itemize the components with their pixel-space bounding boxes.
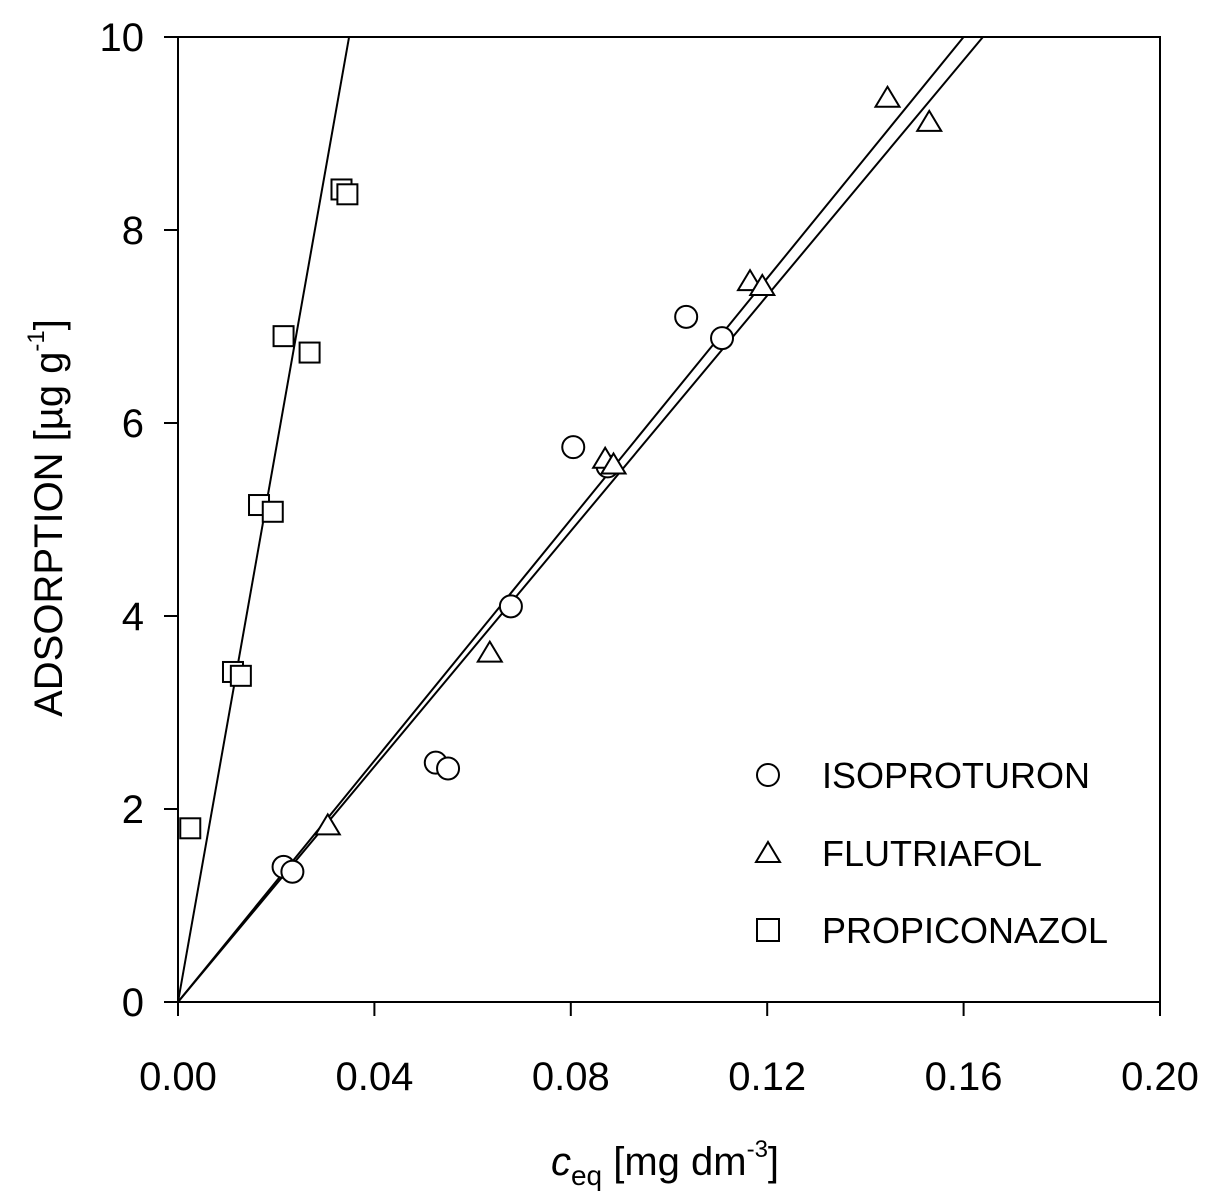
point-propiconazol [272, 325, 295, 348]
x-axis-ticks: 0.00 0.04 0.08 0.12 0.16 0.20 [139, 1002, 1199, 1099]
y-axis-title: ADSORPTION [µg g-1] [23, 319, 71, 717]
point-propiconazol [298, 341, 321, 364]
point-flutriafol [915, 108, 943, 132]
point-flutriafol [476, 639, 504, 663]
y-axis-ticks: 0 2 4 6 8 10 [100, 16, 178, 1025]
y-tick-label: 6 [122, 402, 144, 446]
legend-item-propiconazol: PROPICONAZOL [756, 910, 1108, 951]
point-propiconazol [179, 817, 202, 840]
fit-line-flutriafol [177, 36, 984, 1003]
point-isoproturon [674, 304, 699, 329]
legend-circle-marker [756, 763, 780, 787]
point-isoproturon [561, 435, 586, 460]
point-flutriafol [313, 812, 342, 836]
legend-item-flutriafol: FLUTRIAFOL [754, 833, 1042, 874]
y-tick-label: 8 [122, 209, 144, 253]
fit-line-isoproturon [177, 36, 965, 1003]
point-propiconazol [336, 183, 359, 206]
point-flutriafol [873, 84, 902, 108]
point-isoproturon [710, 326, 735, 351]
point-isoproturon [436, 756, 461, 781]
y-axis-title-text: ADSORPTION [µg g [27, 352, 71, 717]
point-isoproturon [498, 594, 523, 619]
point-flutriafol [748, 273, 777, 296]
x-axis-title-unit: [mg dm [602, 1140, 746, 1184]
point-propiconazol [261, 500, 284, 523]
point-propiconazol [229, 664, 252, 687]
y-tick-label: 4 [122, 595, 144, 639]
legend-label-propiconazol: PROPICONAZOL [822, 910, 1108, 951]
legend-label-isoproturon: ISOPROTURON [822, 755, 1090, 796]
point-flutriafol [599, 451, 628, 475]
x-axis-title: ceq [mg dm-3] [551, 1136, 779, 1191]
x-tick-label: 0.12 [728, 1055, 806, 1099]
x-tick-label: 0.00 [139, 1055, 217, 1099]
x-tick-label: 0.16 [925, 1055, 1003, 1099]
x-axis-title-superscript: -3 [747, 1136, 768, 1163]
y-axis-title-close: ] [27, 319, 71, 330]
legend-square-marker [756, 918, 780, 942]
legend: ISOPROTURON FLUTRIAFOL PROPICONAZOL [754, 755, 1108, 951]
point-isoproturon [280, 859, 305, 884]
y-tick-label: 10 [100, 16, 145, 60]
x-axis-title-var: c [551, 1140, 571, 1184]
x-tick-label: 0.08 [532, 1055, 610, 1099]
data-markers [179, 84, 943, 884]
y-tick-label: 0 [122, 981, 144, 1025]
legend-item-isoproturon: ISOPROTURON [756, 755, 1090, 796]
x-axis-title-close: ] [768, 1140, 779, 1184]
legend-triangle-marker [754, 840, 782, 863]
y-axis-title-superscript: -1 [23, 330, 50, 351]
plot-border [177, 36, 1161, 1003]
legend-label-flutriafol: FLUTRIAFOL [822, 833, 1042, 874]
x-tick-label: 0.20 [1121, 1055, 1199, 1099]
plot-frame [177, 36, 1161, 1003]
x-axis-title-subscript: eq [571, 1160, 602, 1191]
x-tick-label: 0.04 [335, 1055, 413, 1099]
y-tick-label: 2 [122, 788, 144, 832]
